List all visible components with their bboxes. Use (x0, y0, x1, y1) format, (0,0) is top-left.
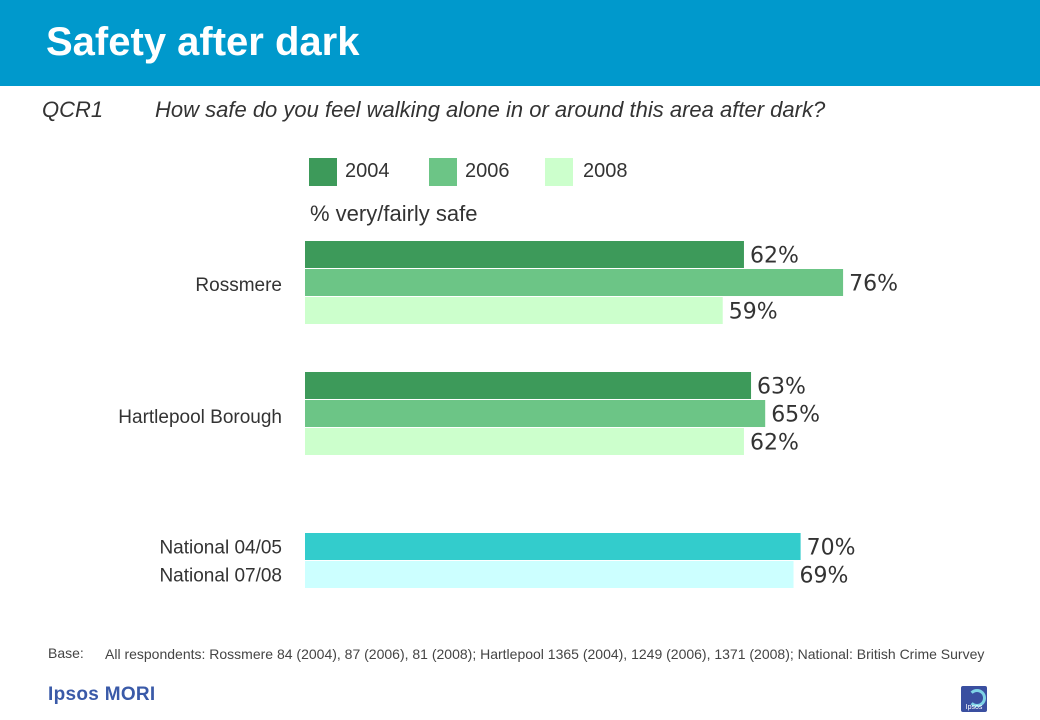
measure-label: % very/fairly safe (310, 201, 478, 226)
data-label: 63% (757, 375, 806, 400)
page-title: Safety after dark (46, 20, 360, 64)
ipsos-mori-logo: Ipsos MORI (48, 684, 156, 705)
category-label: Rossmere (195, 275, 282, 296)
base-label: Base: (48, 645, 84, 661)
data-label: 65% (771, 403, 820, 428)
category-label: National 04/05 (159, 538, 282, 559)
bar (305, 428, 744, 455)
legend-swatch-2008 (545, 158, 573, 186)
legend-label-2006: 2006 (465, 160, 510, 182)
chart-legend: 2004 2006 2008 (0, 158, 1040, 188)
data-label: 62% (750, 431, 799, 456)
bar (305, 400, 766, 427)
data-label: 59% (729, 300, 778, 325)
data-label: 70% (807, 536, 856, 561)
data-label: 69% (800, 564, 849, 589)
logo-mark-text: Ipsos (965, 704, 983, 711)
data-label: 62% (750, 244, 799, 269)
category-label: Hartlepool Borough (118, 407, 282, 428)
legend-label-2008: 2008 (583, 160, 628, 182)
header-bar: Safety after dark (0, 0, 1040, 86)
bar (305, 269, 844, 296)
question-code: QCR1 (42, 97, 104, 122)
bar-chart: Rossmere 62% 76% 59% Hartlepool Borough 63% 65… (118, 241, 898, 589)
legend-swatch-2004 (309, 158, 337, 186)
bar (305, 533, 801, 560)
question-text: How safe do you feel walking alone in or… (155, 97, 826, 122)
bar (305, 561, 794, 588)
ipsos-logo-icon: Ipsos (961, 686, 987, 712)
data-label: 76% (849, 272, 898, 297)
bar (305, 372, 752, 399)
bar (305, 297, 723, 324)
base-text: All respondents: Rossmere 84 (2004), 87 … (105, 646, 985, 662)
legend-swatch-2006 (429, 158, 457, 186)
category-label: National 07/08 (159, 566, 282, 587)
bar (305, 241, 744, 268)
legend-label-2004: 2004 (345, 160, 390, 182)
